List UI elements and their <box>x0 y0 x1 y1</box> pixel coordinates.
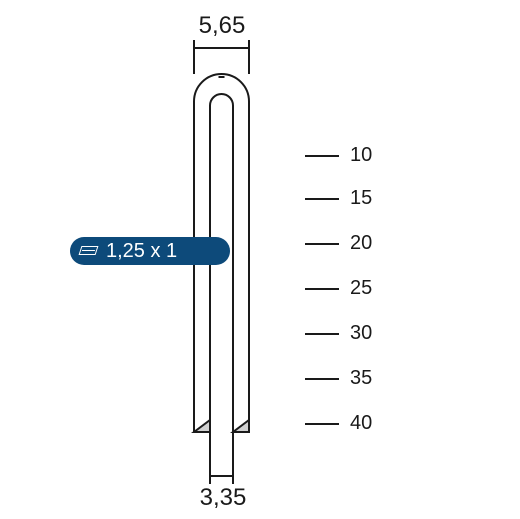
wire-gauge-badge: 1,25 x 1 <box>70 237 230 265</box>
top-dimension-label: 5,65 <box>182 12 262 40</box>
scale-label: 40 <box>350 413 372 433</box>
scale-label: 30 <box>350 323 372 343</box>
scale-tick <box>305 423 339 425</box>
scale-label: 35 <box>350 368 372 388</box>
scale-tick <box>305 378 339 380</box>
scale-label: 20 <box>350 233 372 253</box>
bottom-dimension-label: 3,35 <box>188 484 258 512</box>
scale-label: 25 <box>350 278 372 298</box>
scale-tick <box>305 198 339 200</box>
scale-tick <box>305 288 339 290</box>
scale-label: 15 <box>350 188 372 208</box>
scale-tick <box>305 243 339 245</box>
scale-label: 10 <box>350 145 372 165</box>
wire-gauge-value: 1,25 x 1 <box>106 240 177 263</box>
wire-cross-section-icon <box>80 246 98 256</box>
scale-tick <box>305 333 339 335</box>
scale-tick <box>305 155 339 157</box>
